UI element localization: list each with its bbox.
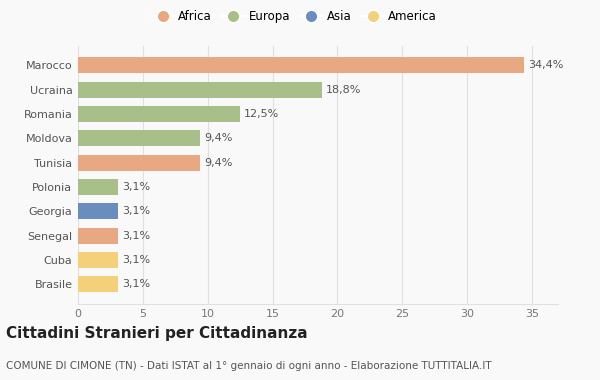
Bar bbox=[78, 106, 240, 122]
Bar bbox=[78, 155, 200, 171]
Text: 3,1%: 3,1% bbox=[122, 255, 150, 265]
Text: 3,1%: 3,1% bbox=[122, 231, 150, 241]
Text: 9,4%: 9,4% bbox=[204, 158, 232, 168]
Bar bbox=[78, 228, 118, 244]
Legend: Africa, Europa, Asia, America: Africa, Europa, Asia, America bbox=[146, 5, 442, 27]
Bar bbox=[78, 179, 118, 195]
Text: Cittadini Stranieri per Cittadinanza: Cittadini Stranieri per Cittadinanza bbox=[6, 326, 308, 341]
Text: 9,4%: 9,4% bbox=[204, 133, 232, 143]
Text: 3,1%: 3,1% bbox=[122, 182, 150, 192]
Text: 3,1%: 3,1% bbox=[122, 206, 150, 216]
Text: COMUNE DI CIMONE (TN) - Dati ISTAT al 1° gennaio di ogni anno - Elaborazione TUT: COMUNE DI CIMONE (TN) - Dati ISTAT al 1°… bbox=[6, 361, 491, 370]
Bar bbox=[78, 203, 118, 219]
Text: 3,1%: 3,1% bbox=[122, 279, 150, 289]
Text: 34,4%: 34,4% bbox=[528, 60, 563, 70]
Text: 18,8%: 18,8% bbox=[326, 85, 361, 95]
Bar bbox=[78, 130, 200, 146]
Bar bbox=[78, 57, 524, 73]
Text: 12,5%: 12,5% bbox=[244, 109, 280, 119]
Bar bbox=[78, 252, 118, 268]
Bar bbox=[78, 276, 118, 292]
Bar bbox=[78, 82, 322, 98]
